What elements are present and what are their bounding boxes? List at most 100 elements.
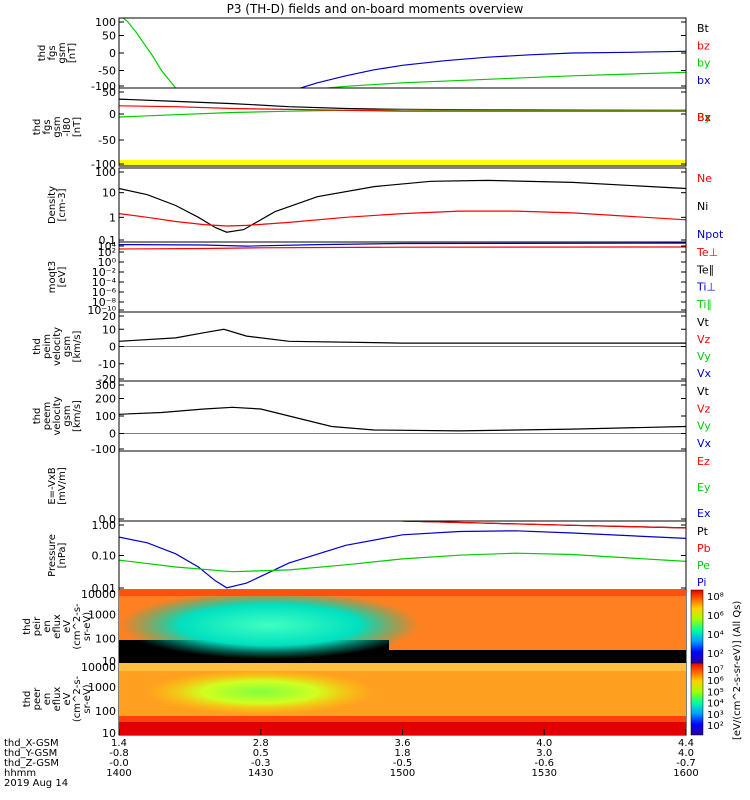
series-peim_velocity-Vt	[119, 328, 686, 344]
panel-frame	[118, 380, 687, 452]
colorbar-tick: 10⁴	[707, 699, 724, 710]
footer-row-label: thd_Y-GSM	[4, 748, 57, 759]
ytick-label: 10⁻⁴	[92, 276, 117, 289]
footer-value-hhmm: 1530	[532, 768, 557, 779]
ytick-label: 100	[95, 705, 116, 718]
legend-Bt: Bt	[697, 22, 710, 35]
ytick-label: 10	[102, 727, 116, 740]
series-fgs_l0-By	[119, 109, 686, 118]
ylabel-pressure: [nPa]	[57, 542, 68, 568]
ytick-label: 1000	[88, 681, 116, 694]
panel-efield: 0.0 E=-VxB [mV/m] Ez Ey Ex	[47, 450, 711, 526]
ytick-label: -20	[98, 373, 116, 386]
ylabel-fgs: thd	[37, 45, 48, 62]
footer-row-label: thd_Z-GSM	[4, 758, 59, 769]
electron-spectrogram-art	[119, 663, 686, 735]
ylabel-peem_velocity: peem	[42, 402, 53, 430]
ytick-label: 10	[102, 323, 116, 336]
ylabel-peer_eflux: thd	[22, 691, 33, 708]
legend-Npot: Npot	[697, 228, 724, 241]
ylabel-density: [cm-3]	[57, 188, 68, 221]
ytick-label: 1	[109, 211, 116, 224]
ytick-label: 10²	[98, 246, 116, 259]
footer-value-x: 2.8	[253, 738, 269, 749]
series-density-Ni	[119, 179, 686, 233]
legend-Te⊥: Te⊥	[696, 246, 718, 259]
legend-Te∥: Te∥	[696, 263, 714, 276]
legend-Ey: Ey	[697, 481, 711, 494]
colorbar-tick: 10⁵	[707, 687, 724, 698]
colorbar-bottom	[690, 662, 704, 736]
ylabel-peir_eflux: thd	[22, 618, 33, 635]
ytick-label: 10⁻¹⁰	[87, 304, 116, 317]
legend-Ex: Ex	[697, 507, 711, 520]
legend-By: By	[697, 111, 712, 124]
ytick-label: 200	[95, 393, 116, 406]
legend-Vy: Vy	[697, 350, 711, 363]
footer-value-z: -0.3	[251, 758, 271, 769]
ytick-label: 10000	[81, 588, 116, 601]
ytick-label: -10	[98, 358, 116, 371]
ytick-label: 100	[95, 166, 116, 179]
legend-by: by	[697, 57, 711, 70]
ylabel-fgs_l0: [nT]	[72, 117, 83, 137]
legend-Vt: Vt	[697, 385, 710, 398]
ytick-label: 10000	[81, 661, 116, 674]
footer-value-x: 4.0	[536, 738, 552, 749]
colorbar-tick: 10⁸	[707, 592, 724, 603]
ylabel-peir_eflux: eV	[62, 620, 73, 633]
ytick-label: 10	[102, 187, 116, 200]
ylabel-peir_eflux: eflux	[52, 614, 63, 639]
footer-value-z: -0.6	[534, 758, 554, 769]
legend-Vx: Vx	[697, 437, 712, 450]
footer-row-label: 2019 Aug 14	[4, 778, 68, 789]
panel-frame	[118, 520, 687, 591]
panel-frame	[118, 167, 687, 243]
ylabel-peem_velocity: thd	[32, 408, 43, 425]
footer-value-hhmm: 1400	[106, 768, 131, 779]
legend-Pe: Pe	[697, 559, 710, 572]
ytick-label: 1000	[88, 608, 116, 621]
series-temperature-Ti⊥	[119, 242, 686, 247]
ylabel-peer_eflux: eflux	[52, 687, 63, 712]
ylabel-fgs_l0: fgs	[42, 119, 53, 134]
footer-value-y: -0.8	[109, 748, 129, 759]
ylabel-peim_velocity: [km/s]	[72, 330, 83, 362]
colorbar-tick: 10⁶	[707, 676, 724, 687]
ylabel-density: Density	[47, 186, 58, 224]
footer-value-z: -0.0	[109, 758, 129, 769]
ytick-label: 50	[102, 86, 116, 99]
colorbar-tick: 10³	[707, 710, 724, 721]
colorbar-tick: 10²	[707, 649, 724, 660]
ytick-label: 100	[95, 633, 116, 646]
legend-Vz: Vz	[697, 333, 711, 346]
ytick-label: 0.10	[92, 550, 117, 563]
footer-value-z: -0.7	[676, 758, 696, 769]
quality-flag-bar	[119, 160, 686, 166]
ytick-label: 10⁴	[98, 240, 117, 253]
legend-bx: bx	[697, 74, 711, 87]
legend-Pb: Pb	[697, 542, 711, 555]
ytick-label: -100	[91, 443, 116, 456]
ytick-label: -100	[91, 80, 116, 93]
footer-value-y: 1.8	[395, 748, 411, 759]
series-fgs-bx	[298, 50, 686, 88]
ytick-label: 300	[95, 379, 116, 392]
legend-Bz: Bz	[697, 111, 711, 124]
footer-value-x: 3.6	[395, 738, 411, 749]
ylabel-peer_eflux: en	[42, 693, 53, 706]
ylabel-peim_velocity: gsm	[62, 336, 73, 357]
ytick-label: 10	[102, 655, 116, 668]
plot-title: P3 (TH-D) fields and on-board moments ov…	[227, 2, 524, 16]
legend-bz: bz	[697, 39, 710, 52]
series-fgs-by	[122, 18, 686, 88]
footer-row-label: thd_X-GSM	[4, 738, 59, 749]
legend-Ti∥: Ti∥	[696, 298, 712, 311]
legend-Pi: Pi	[697, 576, 706, 589]
colorbar-label: [eV/(cm^2-s-sr-eV)] (All Qs)	[732, 601, 743, 740]
